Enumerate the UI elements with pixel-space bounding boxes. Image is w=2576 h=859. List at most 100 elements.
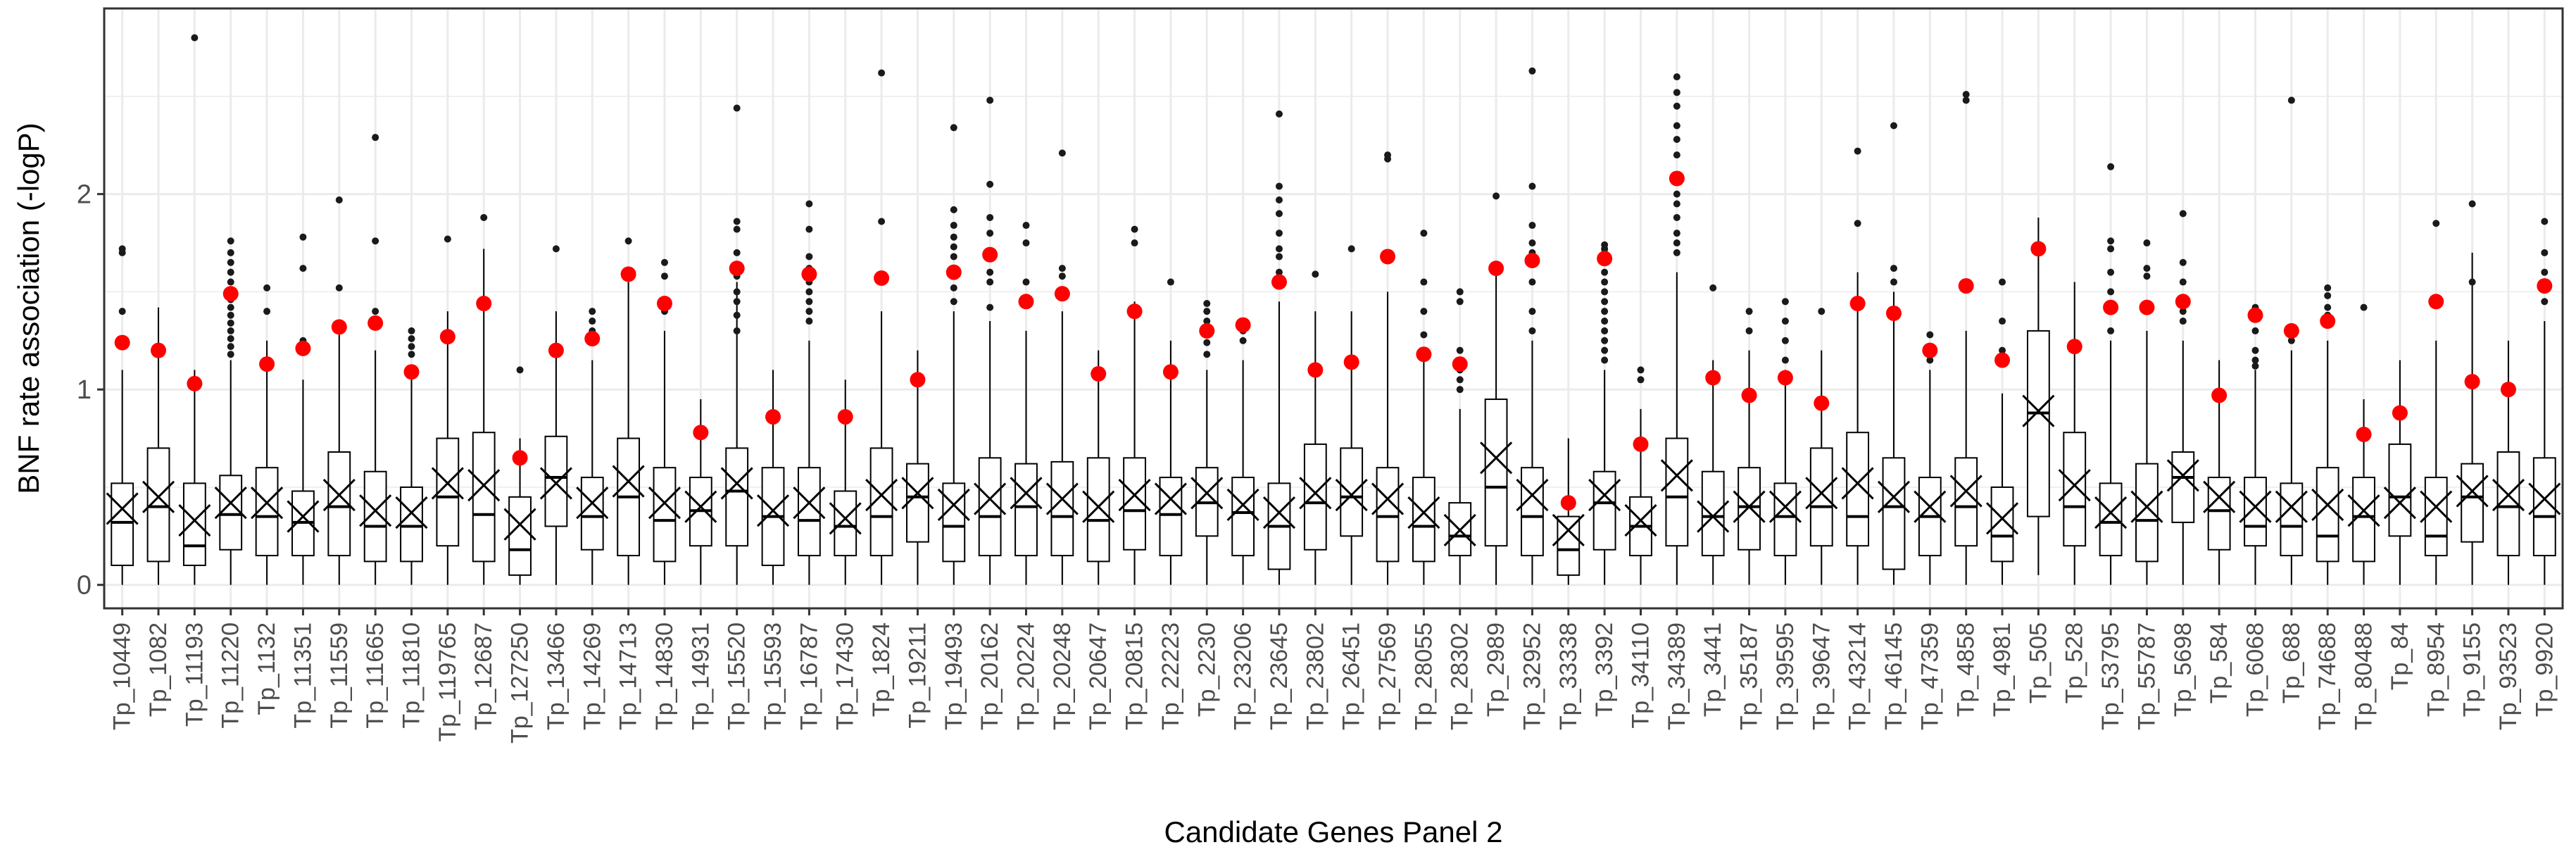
x-tick-label: Tp_688	[2278, 622, 2305, 703]
mean-marker	[720, 467, 753, 500]
x-tick-label: Tp_23645	[1266, 622, 1293, 730]
box-outlier-point	[227, 268, 234, 276]
x-axis-title: Candidate Genes Panel 2	[1164, 815, 1502, 848]
box-outlier-point	[1601, 278, 1609, 286]
x-tick-label: Tp_11559	[326, 622, 353, 729]
box-group	[2130, 239, 2163, 585]
highlight-point	[1271, 274, 1287, 290]
box-group	[1841, 147, 1874, 585]
highlight-point	[295, 340, 311, 356]
box-outlier-point	[227, 343, 234, 351]
box-iqr	[363, 470, 387, 563]
box-outlier-point	[1203, 308, 1211, 315]
box-group	[467, 213, 501, 585]
highlight-point	[1741, 387, 1757, 403]
box-outlier-point	[1926, 331, 1934, 339]
mean-marker	[251, 487, 284, 520]
x-tick-label: Tp_9920	[2531, 622, 2558, 717]
box-outlier-point	[1275, 230, 1283, 237]
x-tick-label: Tp_19211	[904, 622, 931, 729]
box-outlier-point	[552, 245, 560, 253]
box-outlier-point	[1456, 386, 1464, 394]
box-outlier-point	[372, 237, 379, 245]
box-outlier-point	[2143, 239, 2151, 247]
box-group	[684, 399, 717, 585]
box-group	[829, 380, 862, 585]
x-tick-label: Tp_28055	[1410, 622, 1437, 730]
box-iqr	[725, 447, 749, 547]
highlight-point	[2537, 278, 2553, 294]
x-tick-label: Tp_80488	[2351, 622, 2377, 730]
box-outlier-point	[2251, 362, 2259, 370]
x-tick-label: Tp_119765	[434, 622, 461, 742]
box-group	[2239, 303, 2272, 585]
box-outlier-point	[1384, 151, 1392, 159]
highlight-point	[222, 286, 239, 302]
highlight-point	[476, 296, 492, 312]
box-outlier-point	[1745, 327, 1753, 334]
x-tick-label: Tp_16787	[796, 622, 822, 730]
mean-marker	[431, 467, 464, 500]
x-tick-label: Tp_20224	[1013, 622, 1040, 730]
box-outlier-point	[1528, 222, 1536, 230]
box-outlier-point	[1601, 288, 1609, 296]
box-outlier-point	[1890, 278, 1897, 286]
box-group	[937, 124, 970, 585]
box-outlier-point	[1456, 298, 1464, 306]
mean-marker	[1443, 513, 1476, 547]
highlight-point	[1452, 356, 1468, 372]
x-tick-label: Tp_93523	[2495, 622, 2522, 730]
box-iqr	[834, 490, 857, 557]
highlight-point	[367, 315, 384, 331]
highlight-point	[548, 342, 564, 358]
box-outlier-point	[1420, 331, 1428, 339]
highlight-point	[1343, 354, 1359, 370]
x-tick-label: Tp_505	[2025, 622, 2052, 703]
mean-marker	[359, 494, 392, 527]
box-outlier-point	[733, 249, 741, 256]
highlight-point	[620, 266, 636, 282]
box-outlier-point	[1962, 91, 1970, 99]
box-outlier-point	[2179, 318, 2187, 325]
box-outlier-point	[2468, 278, 2476, 286]
box-group	[865, 69, 898, 585]
box-outlier-point	[986, 96, 994, 104]
x-tick-label: Tp_1132	[253, 622, 280, 715]
box-outlier-point	[1022, 222, 1030, 230]
x-tick-label: Tp_32952	[1519, 622, 1545, 730]
x-tick-label: Tp_47359	[1916, 622, 1943, 730]
highlight-point	[874, 270, 890, 286]
mean-marker	[1949, 475, 1983, 508]
box-outlier-point	[2179, 258, 2187, 266]
box-iqr	[1231, 477, 1255, 557]
box-outlier-point	[1890, 265, 1897, 272]
box-outlier-point	[1818, 308, 1826, 315]
highlight-point	[2500, 382, 2516, 398]
box-outlier-point	[986, 213, 994, 221]
x-tick-label: Tp_23206	[1230, 622, 1257, 730]
box-group	[2420, 220, 2453, 585]
highlight-point	[187, 375, 203, 391]
mean-marker	[287, 500, 320, 533]
box-outlier-point	[1999, 346, 2006, 354]
highlight-point	[2320, 313, 2336, 330]
box-group	[1226, 317, 1259, 585]
box-group	[1443, 288, 1476, 585]
highlight-point	[2139, 299, 2155, 315]
mean-marker	[1010, 477, 1043, 510]
box-outlier-point	[2107, 268, 2115, 276]
box-iqr	[1738, 467, 1761, 551]
box-iqr	[1882, 457, 1906, 570]
box-group	[2058, 282, 2091, 585]
mean-marker	[901, 477, 934, 510]
x-tick-label: Tp_22223	[1157, 622, 1184, 730]
box-group	[1262, 110, 1296, 585]
box-group	[901, 350, 934, 585]
box-outlier-point	[1601, 308, 1609, 315]
mean-marker	[793, 487, 826, 520]
box-outlier-point	[1131, 225, 1138, 233]
box-group	[793, 200, 826, 585]
highlight-point	[1669, 170, 1685, 187]
box-outlier-point	[2179, 278, 2187, 286]
